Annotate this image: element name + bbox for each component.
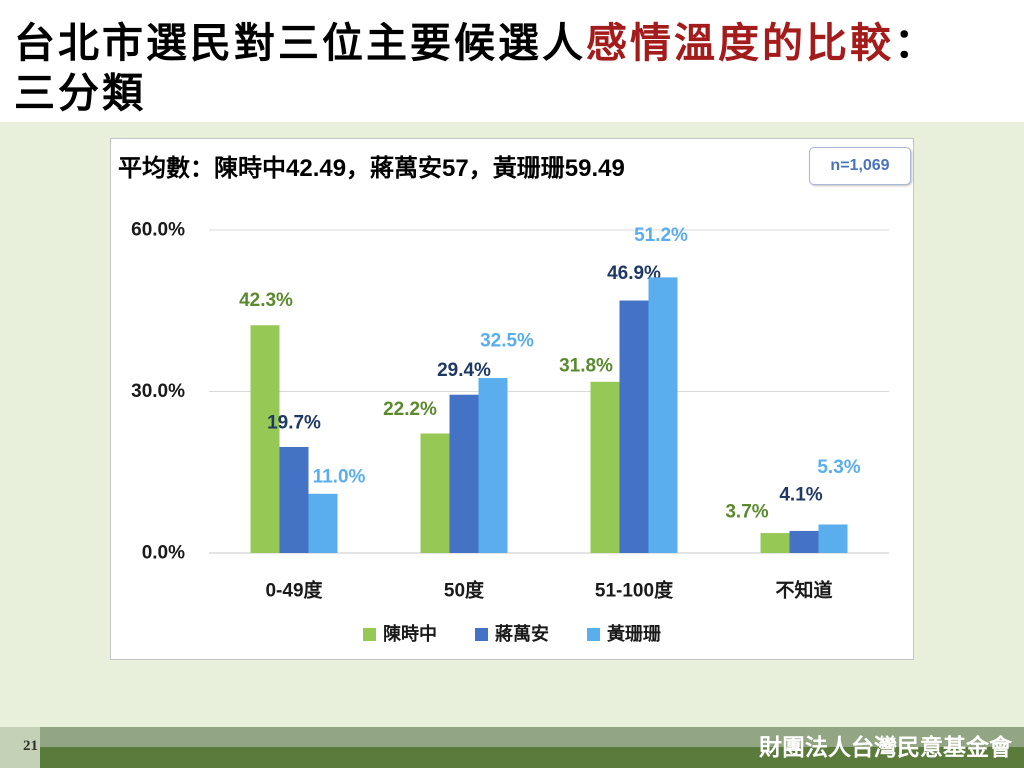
y-tick-label: 30.0% (131, 381, 185, 402)
chart-panel: 0.0% 30.0% 60.0% 42.3% 19.7% 11.0% 0-49度 22.2% 2… (110, 138, 914, 660)
data-label: 29.4% (437, 360, 491, 381)
legend-swatch (475, 628, 488, 641)
chart-bar (449, 394, 479, 553)
bar-chart: 0.0% 30.0% 60.0% 42.3% 19.7% 11.0% 0-49度 22.2%2… (131, 220, 889, 644)
y-tick-label: 60.0% (131, 220, 185, 241)
x-category-label: 0-49度 (265, 579, 323, 602)
title-colon: ： (894, 20, 938, 66)
x-category-label: 51-100度 (595, 579, 674, 602)
chart-bar (308, 493, 338, 553)
legend-label: 黃珊珊 (606, 623, 661, 644)
data-label: 51.2% (634, 225, 688, 246)
data-label: 4.1% (779, 484, 822, 505)
data-label: 11.0% (313, 466, 366, 487)
legend-label: 陳時中 (383, 623, 437, 644)
data-label: 3.7% (725, 502, 768, 523)
data-label: 42.3% (239, 290, 293, 311)
data-label: 19.7% (267, 412, 321, 433)
chart-bar (619, 300, 649, 553)
footer-band-top (40, 727, 1024, 747)
legend-label: 蔣萬安 (495, 623, 549, 644)
data-label: 32.5% (480, 331, 534, 352)
data-label: 22.2% (383, 399, 437, 420)
title-line-1: 台北市選民對三位主要候選人感情溫度的比較： (14, 18, 938, 68)
chart-bar (818, 524, 848, 553)
organization-name: 財團法人台灣民意基金會 (759, 734, 1012, 760)
y-tick-label: 0.0% (142, 543, 185, 564)
legend-swatch (587, 628, 600, 641)
chart-subtitle: 平均數：陳時中42.49，蔣萬安57，黃珊珊59.49 (118, 155, 625, 182)
chart-bar (789, 530, 819, 553)
data-label: 5.3% (817, 457, 860, 478)
x-category-label: 不知道 (775, 579, 832, 602)
chart-bar (279, 446, 309, 553)
chart-bar (250, 325, 280, 553)
title-highlight: 感情溫度的比較 (586, 20, 894, 66)
page-number: 21 (23, 738, 38, 754)
page-number-box (0, 727, 40, 768)
title-line-2: 三分類 (14, 70, 146, 116)
title-main: 台北市選民對三位主要候選人 (14, 20, 586, 66)
x-category-label: 50度 (444, 579, 485, 602)
data-label: 31.8% (559, 355, 613, 376)
chart-bar (478, 378, 508, 553)
footer-band-bottom (40, 747, 1024, 768)
chart-bar (760, 533, 790, 553)
data-label: 46.9% (607, 263, 661, 284)
slide-title: 台北市選民對三位主要候選人感情溫度的比較： 三分類 (14, 18, 938, 118)
footer: 21 財團法人台灣民意基金會 (0, 727, 1024, 768)
chart-bar (648, 277, 678, 553)
chart-bar (420, 433, 450, 553)
sample-size-badge: n=1,069 (809, 147, 911, 185)
chart-bar (590, 381, 620, 553)
legend-swatch (363, 628, 376, 641)
